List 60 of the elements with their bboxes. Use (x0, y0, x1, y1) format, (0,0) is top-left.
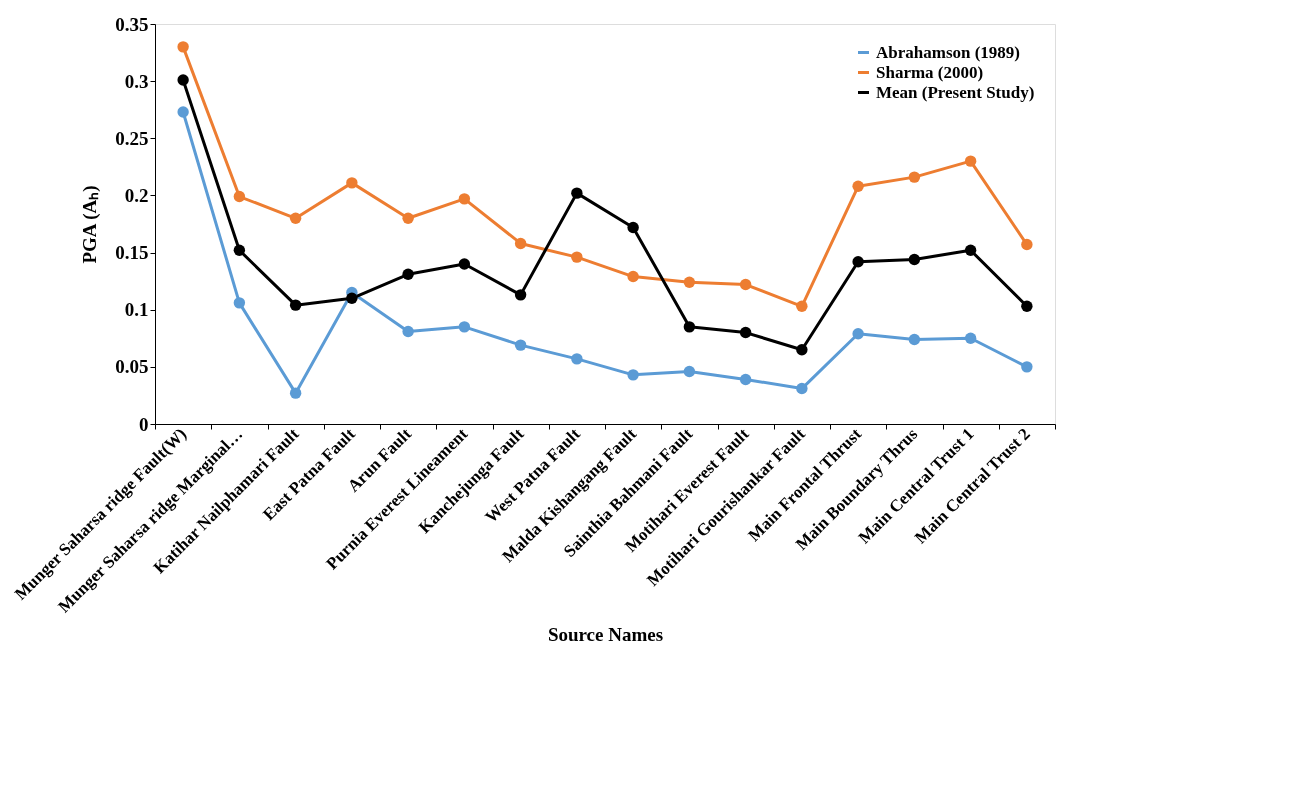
point (233, 244, 246, 256)
point (177, 106, 189, 118)
point (402, 212, 414, 224)
point (402, 268, 414, 280)
point (571, 251, 583, 263)
point (233, 190, 246, 203)
point (458, 193, 471, 205)
point (852, 256, 864, 268)
point (289, 212, 302, 224)
point (908, 333, 921, 346)
point (796, 300, 808, 312)
point (1021, 238, 1033, 251)
point (796, 344, 808, 356)
y-tick-label: 0.25 (115, 127, 149, 149)
legend-label: Sharma (2000) (876, 62, 984, 82)
point (289, 387, 302, 399)
point (571, 353, 583, 365)
point (346, 177, 358, 189)
point (402, 325, 414, 338)
point (683, 276, 696, 288)
legend-label: Mean (Present Study) (876, 82, 1035, 102)
point (1021, 300, 1033, 312)
point (458, 321, 471, 333)
point (289, 299, 302, 311)
point (739, 326, 752, 339)
point (683, 321, 696, 333)
legend-label: Abrahamson (1989) (876, 42, 1021, 62)
point (627, 270, 639, 283)
point (739, 373, 752, 386)
point (852, 328, 864, 340)
point (177, 74, 189, 86)
point (177, 41, 189, 53)
y-tick-label: 0.2 (124, 184, 149, 206)
point (514, 339, 527, 351)
point (852, 180, 864, 192)
point (627, 221, 639, 234)
point (346, 292, 358, 304)
point (458, 258, 471, 270)
point (908, 171, 921, 183)
point (233, 297, 246, 309)
x-axis-title: Source Names (547, 623, 664, 645)
point (739, 278, 752, 291)
point (964, 155, 977, 167)
point (908, 253, 921, 266)
y-tick-label: 0 (139, 413, 149, 435)
point (514, 237, 527, 250)
point (683, 365, 696, 378)
point (796, 382, 808, 395)
point (627, 369, 639, 381)
point (571, 187, 583, 199)
y-axis-title: PGA (Aₕ) (79, 185, 102, 264)
y-tick-label: 0.35 (115, 13, 149, 35)
y-tick-label: 0.3 (124, 70, 149, 92)
point (514, 289, 527, 301)
y-tick-label: 0.05 (115, 356, 149, 378)
point (964, 244, 977, 256)
y-tick-label: 0.15 (115, 242, 149, 264)
point (964, 332, 977, 344)
y-tick-label: 0.1 (124, 299, 149, 321)
point (1021, 361, 1033, 373)
